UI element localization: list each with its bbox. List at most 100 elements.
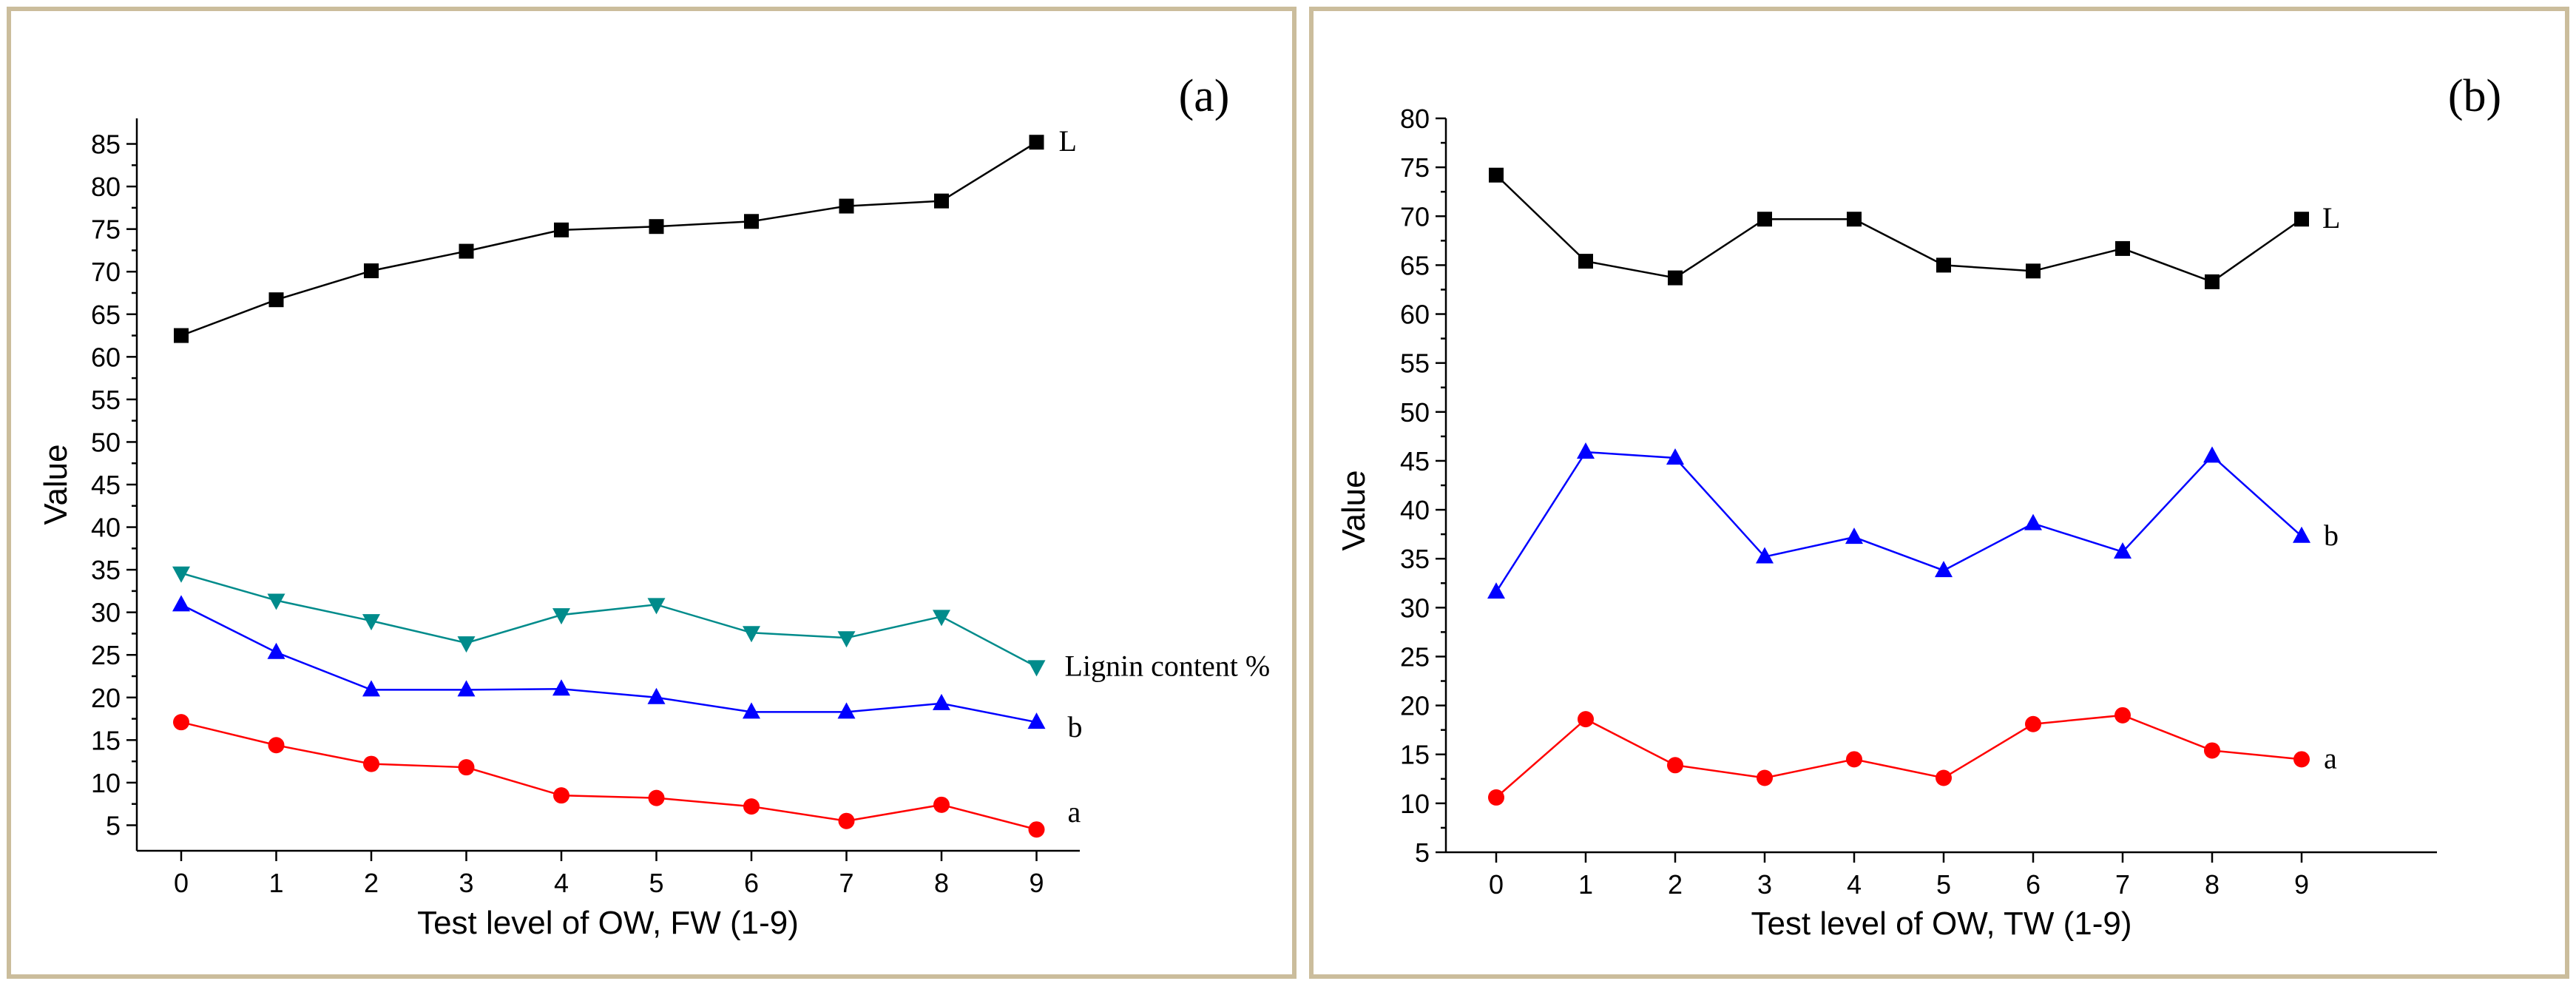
panel-a-series-lignin-content-line: [180, 572, 1038, 668]
panel-a-series-lignin-content-point: [267, 593, 285, 610]
panel-a-series-a-line: [180, 721, 1037, 831]
panel-a-series-a-point: [553, 787, 569, 804]
panel-b-series-l-point: [1489, 167, 1504, 183]
panel-a-series-a-point: [933, 796, 950, 813]
panel-b-x-axis-title: Test level of OW, TW (1-9): [1751, 906, 2132, 942]
panel-b-y-tick-label: 15: [1400, 740, 1430, 770]
panel-a-series-l-point: [839, 198, 854, 214]
panel-b-y-tick-label: 60: [1400, 300, 1430, 330]
panel-a-series-a-point: [458, 759, 475, 776]
panel-a-series-lignin-content-point: [647, 598, 666, 615]
panel-a-series-lignin-content-point: [1027, 660, 1046, 677]
panel-b-y-tick-label: 45: [1400, 446, 1430, 476]
panel-b-series-l-point: [2026, 263, 2041, 279]
panel-b-series-l-point: [1936, 257, 1951, 273]
panel-a-x-tick-label: 6: [744, 868, 759, 898]
panel-b-x-tick-label: 8: [2205, 869, 2220, 900]
panel-b-series-a-point: [1757, 769, 1773, 786]
panel-b-series-l-point: [2115, 240, 2130, 256]
panel-b-x-tick-label: 1: [1578, 869, 1593, 900]
panel-b-series-b-point: [1577, 442, 1595, 459]
panel-b-series-a-point: [1936, 769, 1952, 786]
panel-b-series-l-point: [2205, 274, 2220, 289]
panel-a-y-tick-label: 15: [91, 725, 121, 755]
panel-b-series-b-point: [1666, 448, 1684, 465]
panel-a-x-tick-label: 9: [1029, 868, 1044, 898]
panel-a-series-b-point: [552, 679, 570, 696]
panel-b-series-b-line: [1495, 451, 2302, 593]
panel-a-series-a-point: [743, 798, 760, 815]
panel-a-x-tick-label: 7: [839, 868, 853, 898]
panel-b-y-tick-label: 20: [1400, 691, 1430, 721]
panel-b-y-tick-label: 75: [1400, 152, 1430, 183]
panel-b-series-a-point: [1846, 751, 1862, 768]
panel-a-x-tick-label: 4: [554, 868, 569, 898]
panel-a-y-tick-label: 20: [91, 683, 121, 713]
panel-b-series-l-point: [1757, 212, 1772, 227]
panel-a-series-a-point: [1028, 821, 1045, 838]
panel-b-panel-label: (b): [2448, 71, 2501, 121]
panel-a-series-a-label: a: [1068, 795, 1081, 829]
panel-b-series-a-point: [1578, 711, 1594, 728]
panel-a-series-lignin-content-point: [743, 626, 760, 643]
panel-a-series-l-point: [649, 219, 664, 235]
panel-a-y-tick-label: 75: [91, 215, 121, 245]
panel-a-series-b-point: [1027, 712, 1046, 729]
panel-a-series-a-point: [838, 812, 855, 829]
panel-a-series-b-point: [933, 693, 950, 710]
panel-a-series-l-point: [174, 328, 189, 343]
panel-b-series-a-label: a: [2324, 741, 2337, 775]
panel-a-series-a-point: [648, 789, 665, 806]
panel-b-y-tick-label: 5: [1415, 837, 1430, 868]
panel-a-y-tick-label: 10: [91, 768, 121, 798]
panel-b-frame: [1309, 7, 2569, 979]
panel-a-series-l-point: [554, 222, 569, 237]
panel-b-series-b-point: [2203, 446, 2221, 463]
panel-b-y-tick-label: 80: [1400, 104, 1430, 134]
panel-b-y-tick-label: 25: [1400, 641, 1430, 672]
panel-a-y-tick-label: 30: [91, 598, 121, 628]
panel-a-series-l-point: [459, 243, 474, 259]
panel-b-series-a-point: [1488, 789, 1504, 806]
panel-a-series-b-point: [362, 680, 380, 697]
panel-a-series-lignin-content-point: [552, 608, 570, 625]
panel-b-series-b-point: [1935, 561, 1953, 578]
panel-a-series-b-point: [837, 702, 856, 719]
panel-b-series-a-line: [1495, 714, 2302, 798]
panel-b-y-tick-label: 70: [1400, 201, 1430, 232]
panel-b-series-a-point: [2293, 751, 2310, 768]
panel-b-series-l-point: [2294, 212, 2309, 227]
panel-a-series-a-point: [268, 737, 285, 754]
panel-b-series-a-point: [2025, 715, 2041, 732]
panel-a-series-l-point: [268, 292, 284, 308]
panel-a-x-tick-label: 8: [934, 868, 949, 898]
panel-b-series-b-point: [2024, 513, 2042, 530]
panel-a-y-axis-title: Value: [38, 444, 74, 525]
panel-b-y-tick-label: 40: [1400, 495, 1430, 525]
panel-b-y-tick-label: 30: [1400, 593, 1430, 623]
panel-a-series-b-point: [743, 702, 760, 719]
panel-a-y-tick-label: 25: [91, 640, 121, 670]
panel-a-y-tick-label: 70: [91, 257, 121, 287]
panel-a-y-tick-label: 45: [91, 470, 121, 500]
panel-b-x-tick-label: 6: [2026, 869, 2041, 900]
panel-a-series-a-point: [173, 714, 189, 731]
panel-b-y-tick-label: 50: [1400, 397, 1430, 428]
panel-a-series-b-point: [457, 680, 476, 697]
panel-b-series-b-point: [1756, 547, 1774, 564]
panel-b-series-l-point: [1668, 270, 1683, 286]
panel-b-series-l-point: [1847, 212, 1862, 227]
panel-b-series-b-point: [2293, 526, 2310, 543]
panel-b-series-b-point: [1487, 582, 1505, 599]
panel-a-series-b-label: b: [1068, 710, 1083, 744]
panel-a-y-tick-label: 40: [91, 513, 121, 543]
panel-b-series-a-point: [1667, 757, 1683, 774]
panel-a-x-axis-title: Test level of OW, FW (1-9): [417, 905, 799, 941]
panel-a-series-lignin-content-point: [362, 614, 380, 631]
panel-b-x-tick-label: 0: [1489, 869, 1504, 900]
panel-b-y-tick-label: 65: [1400, 250, 1430, 280]
panel-a-series-l-point: [364, 263, 379, 279]
